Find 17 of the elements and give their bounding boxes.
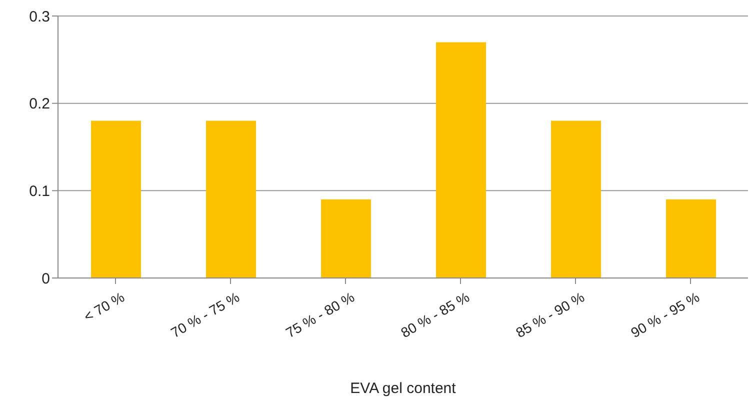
y-tick-label: 0.2 [29,96,50,113]
x-tick-label: 80 % - 85 % [398,288,472,341]
bar [551,120,601,278]
y-tick-label: 0 [42,270,50,288]
x-tick-label: 75 % - 80 % [282,288,357,341]
x-tick-label: 85 % - 90 % [512,288,587,341]
bar [666,199,716,278]
x-tick-label: < 70 % [80,288,127,325]
x-tick-label: 90 % - 95 % [628,288,702,341]
y-tick-label: 0.1 [29,182,50,200]
x-tick-label: 70 % - 75 % [168,288,242,341]
bar [206,120,256,278]
bar [91,120,141,278]
bar [436,42,486,278]
bar [321,199,371,278]
y-tick-label: 0.3 [29,8,50,26]
x-axis-title: EVA gel content [350,380,457,397]
